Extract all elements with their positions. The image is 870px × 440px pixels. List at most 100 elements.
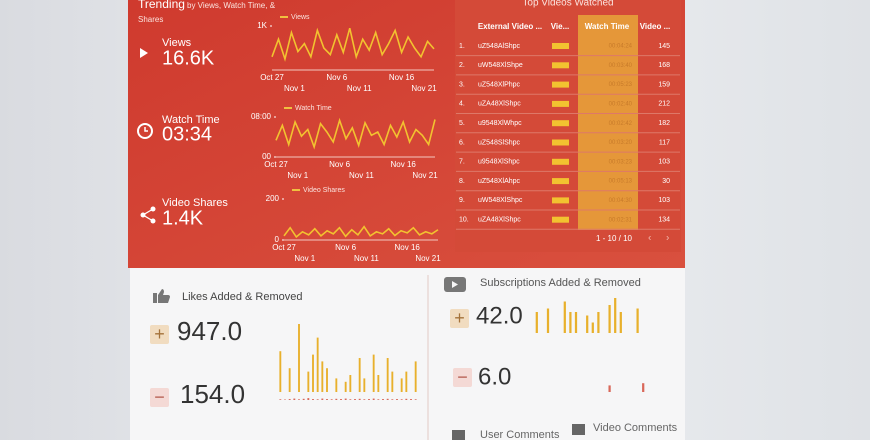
added-bar <box>619 312 622 333</box>
pager-next: › <box>666 233 669 244</box>
removed-bar <box>321 398 324 400</box>
row-index: 3. <box>459 81 465 88</box>
watch-time: 00:03:40 <box>609 63 633 69</box>
watch-time: 00:04:30 <box>609 198 633 204</box>
added-bar <box>279 351 282 392</box>
removed-bar <box>372 398 375 400</box>
y-tick-label: 0 <box>275 235 280 244</box>
views-bar <box>552 120 569 127</box>
watch-time: 00:02:40 <box>609 101 633 107</box>
video-id: uZA48XlShpc <box>478 217 521 224</box>
subs-removed: 6.0 <box>478 363 511 390</box>
added-bar <box>535 312 538 333</box>
added-bar <box>591 322 594 333</box>
added-bar <box>307 371 310 392</box>
removed-bar <box>405 398 408 400</box>
added-bar <box>574 312 578 333</box>
row-index: 4. <box>459 101 465 108</box>
removed-bar <box>349 399 352 400</box>
x-tick-label: Nov 21 <box>411 84 437 93</box>
metric-label: Watch Time <box>162 114 220 126</box>
video-id: u9548XlWhpc <box>478 120 522 127</box>
comment-icon <box>452 430 465 440</box>
views-bar <box>552 62 569 69</box>
removed-bar <box>414 399 417 400</box>
views-bar <box>552 216 569 223</box>
likes-removed: 154.0 <box>180 379 245 409</box>
row-index: 8. <box>459 178 465 185</box>
views-bar <box>552 139 569 146</box>
added-bar <box>298 324 300 392</box>
views-bar <box>552 178 569 185</box>
clock-icon <box>137 123 153 139</box>
added-bar <box>326 368 328 392</box>
removed-bar <box>307 398 310 400</box>
added-bar <box>372 354 375 392</box>
minus-icon: − <box>457 367 468 387</box>
added-bar <box>608 305 611 333</box>
row-index: 1. <box>459 43 465 50</box>
removed-bar <box>377 399 380 400</box>
video-id: uZ548AlShpc <box>478 43 521 50</box>
plus-box <box>450 309 469 328</box>
x-tick-label: Oct 27 <box>272 243 296 252</box>
added-bar <box>316 337 319 392</box>
table-header: Video ... <box>640 22 671 31</box>
added-bar <box>597 312 600 333</box>
video-id: uZA48XlShpc <box>478 101 521 108</box>
added-bar <box>321 361 324 392</box>
removed-bar <box>386 398 389 400</box>
minus-box <box>453 368 472 387</box>
removed-bar <box>312 399 314 400</box>
removed-bar <box>288 399 291 400</box>
added-bar <box>400 378 403 392</box>
table-title: Top Videos Watched <box>522 0 613 9</box>
added-bar <box>377 375 380 392</box>
views-bar <box>552 43 569 49</box>
row-index: 9. <box>459 197 465 204</box>
watch-time: 00:05:23 <box>609 82 633 88</box>
video-icon-play <box>452 281 458 288</box>
removed-bar <box>335 398 338 400</box>
added-bar <box>349 375 352 392</box>
legend-label: Watch Time <box>295 105 332 112</box>
row-index: 10. <box>459 217 469 224</box>
metric-label: Video Shares <box>162 197 228 209</box>
line-series <box>271 27 435 62</box>
footer-right: Video Comments <box>593 422 678 434</box>
video-id: uZ548XlAhpc <box>478 178 521 185</box>
y-tick-label: 00 <box>262 152 271 161</box>
x-tick-label: Nov 11 <box>347 84 372 93</box>
x-tick-label: Oct 27 <box>260 73 284 82</box>
line-series <box>275 117 436 150</box>
trending-subtitle: Shares <box>138 15 163 24</box>
video-id: uW548XlShpc <box>478 197 523 204</box>
removed-bar <box>316 399 319 400</box>
views-bar <box>552 100 569 107</box>
added-bar <box>358 358 361 392</box>
minus-icon: − <box>154 387 165 407</box>
pager-prev: ‹ <box>648 233 651 244</box>
added-bar <box>391 371 394 392</box>
video-count: 168 <box>658 62 670 69</box>
y-tick-label: 08:00 <box>251 112 272 121</box>
added-bar <box>569 312 572 333</box>
share-icon <box>140 206 156 224</box>
plus-icon: + <box>454 308 465 328</box>
video-id: u9548XlShpc <box>478 159 520 166</box>
bottom-panel <box>130 268 685 440</box>
added-bar <box>636 308 639 333</box>
added-bar <box>614 298 617 333</box>
table-header: External Video ... <box>478 22 542 31</box>
removed-bar <box>340 399 342 400</box>
added-bar <box>414 361 417 392</box>
added-bar <box>312 354 314 392</box>
removed-bar <box>396 399 398 400</box>
added-bar <box>586 315 589 333</box>
x-tick-label: Nov 11 <box>349 171 374 180</box>
watch-time: 00:02:31 <box>609 217 633 223</box>
trending-title: Trending <box>138 0 185 11</box>
play-icon <box>140 48 148 58</box>
views-bar <box>552 81 569 88</box>
x-tick-label: Nov 16 <box>389 73 415 82</box>
